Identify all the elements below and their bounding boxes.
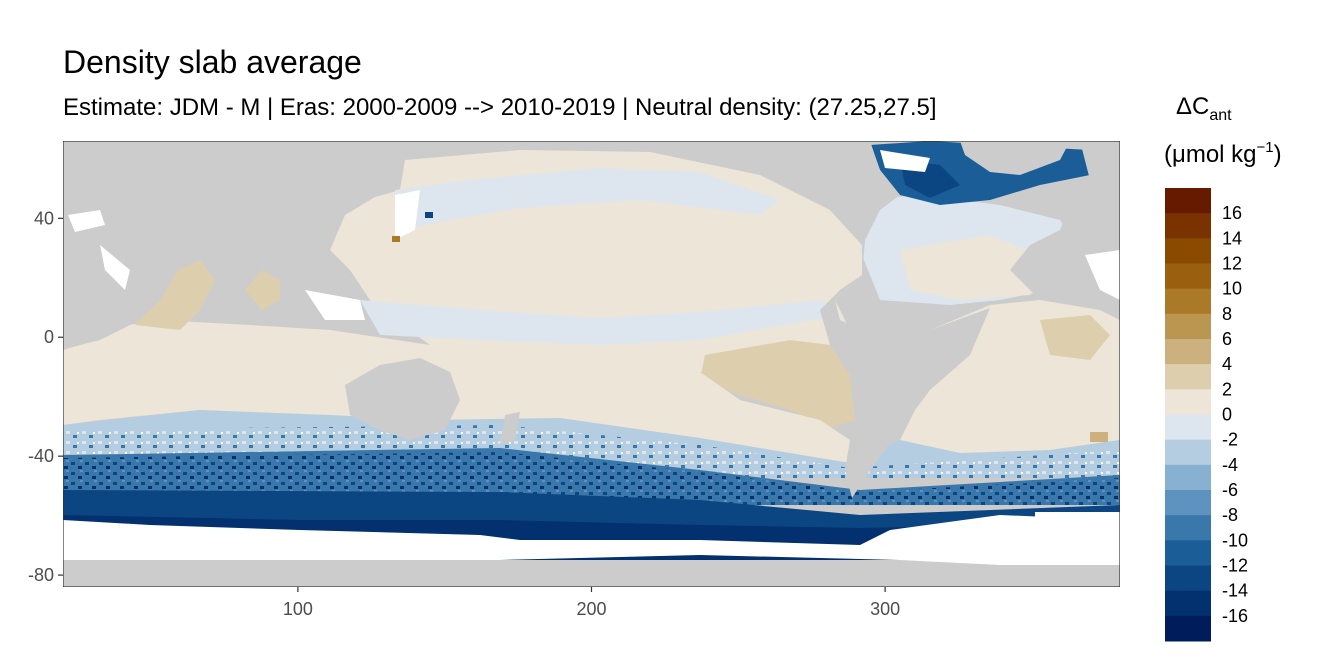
legend-title-sub: ant bbox=[1209, 107, 1232, 124]
mediterranean-no-data bbox=[1085, 250, 1120, 300]
legend-bin bbox=[1165, 188, 1211, 214]
legend-label: 14 bbox=[1222, 228, 1242, 248]
legend-bin bbox=[1165, 339, 1211, 365]
legend-label: 12 bbox=[1222, 254, 1242, 274]
legend-label: -8 bbox=[1222, 505, 1238, 525]
legend-label: 10 bbox=[1222, 279, 1242, 299]
region-equatorial-pacific bbox=[360, 300, 840, 345]
legend-unit-pre: (μmol kg bbox=[1164, 141, 1257, 168]
y-tick-label: -40 bbox=[28, 446, 54, 466]
y-axis: 40 0 -40 -80 bbox=[28, 208, 63, 585]
legend-label: -2 bbox=[1222, 430, 1238, 450]
eurasia-africa-land bbox=[63, 141, 400, 350]
legend-label: 0 bbox=[1222, 405, 1232, 425]
indonesian-seas-no-data bbox=[305, 290, 365, 320]
legend-bin bbox=[1165, 389, 1211, 415]
legend-bin bbox=[1165, 590, 1211, 617]
legend-bin bbox=[1165, 615, 1211, 642]
coldspot-kuroshio bbox=[425, 212, 433, 218]
legend-labels: 16 14 12 10 8 6 4 2 0 -2 -4 -6 -8 -10 -12 -14 -16 bbox=[1222, 203, 1248, 626]
americas-land bbox=[790, 141, 990, 498]
region-eastern-tropical-south-pacific bbox=[700, 340, 855, 428]
legend-bin bbox=[1165, 490, 1211, 516]
x-tick-label: 300 bbox=[870, 599, 900, 619]
region-gulf-of-guinea bbox=[1040, 315, 1110, 360]
legend-bin bbox=[1165, 263, 1211, 290]
legend-label: -16 bbox=[1222, 606, 1248, 626]
legend-bin bbox=[1165, 288, 1211, 315]
plot-subtitle: Estimate: JDM - M | Eras: 2000-2009 --> … bbox=[63, 94, 937, 121]
new-zealand-land bbox=[500, 412, 520, 445]
region-bay-of-bengal bbox=[245, 270, 280, 310]
north-sea-no-data bbox=[68, 210, 105, 232]
legend-bin bbox=[1165, 238, 1211, 264]
weddell-no-data bbox=[1035, 512, 1120, 562]
legend-title-main: ΔC bbox=[1176, 93, 1209, 120]
okhotsk-no-data bbox=[395, 190, 420, 240]
legend-label: -14 bbox=[1222, 581, 1248, 601]
y-tick-label: 40 bbox=[34, 208, 54, 228]
legend-unit-sup: −1 bbox=[1257, 139, 1274, 156]
x-tick-label: 200 bbox=[576, 599, 606, 619]
region-central-atlantic bbox=[900, 235, 1050, 300]
legend-label: 6 bbox=[1222, 329, 1232, 349]
x-axis: 100 200 300 bbox=[283, 587, 900, 619]
legend-label: 16 bbox=[1222, 203, 1242, 223]
legend-title-line2: (μmol kg−1) bbox=[1164, 139, 1282, 168]
legend-label: -12 bbox=[1222, 556, 1248, 576]
antarctic-shelf-no-data bbox=[63, 515, 1120, 565]
legend-title-line1: ΔCant bbox=[1176, 93, 1232, 124]
region-kuroshio-band bbox=[395, 168, 780, 230]
y-tick-label: 0 bbox=[44, 327, 54, 347]
x-tick-label: 100 bbox=[283, 599, 313, 619]
legend-unit-post: ) bbox=[1274, 141, 1282, 168]
greenland-land bbox=[960, 141, 1070, 175]
legend-label: 4 bbox=[1222, 354, 1232, 374]
map-panel bbox=[63, 141, 1120, 587]
legend-label: -10 bbox=[1222, 530, 1248, 550]
legend-bin bbox=[1165, 313, 1211, 340]
legend-bin bbox=[1165, 515, 1211, 541]
color-legend: ΔCant (μmol kg−1) 16 14 12 10 8 6 4 2 0 -2 -4 -6 -8 -… bbox=[1164, 93, 1282, 642]
legend-bin bbox=[1165, 414, 1211, 441]
legend-label: 2 bbox=[1222, 379, 1232, 399]
legend-bin bbox=[1165, 565, 1211, 592]
region-arabian-sea bbox=[135, 260, 215, 330]
y-tick-label: -80 bbox=[28, 565, 54, 585]
hotspot-kuroshio bbox=[392, 236, 400, 242]
plot-title: Density slab average bbox=[63, 44, 362, 80]
australia-land bbox=[345, 358, 460, 440]
legend-label: -4 bbox=[1222, 455, 1238, 475]
legend-bin bbox=[1165, 213, 1211, 239]
no-data-areas bbox=[63, 150, 1120, 565]
legend-bin bbox=[1165, 364, 1211, 390]
legend-bin bbox=[1165, 464, 1211, 491]
legend-label: 8 bbox=[1222, 304, 1232, 324]
legend-colorbar bbox=[1165, 188, 1211, 642]
legend-label: -6 bbox=[1222, 480, 1238, 500]
antarctica-land bbox=[63, 560, 1120, 587]
ocean-field bbox=[63, 141, 1120, 560]
europe-africa-east-land bbox=[1010, 141, 1120, 320]
legend-bin bbox=[1165, 540, 1211, 566]
arctic-no-data bbox=[880, 150, 930, 172]
legend-bin bbox=[1165, 439, 1211, 466]
red-sea-no-data bbox=[100, 245, 130, 290]
hotspot-agulhas bbox=[1090, 432, 1108, 442]
